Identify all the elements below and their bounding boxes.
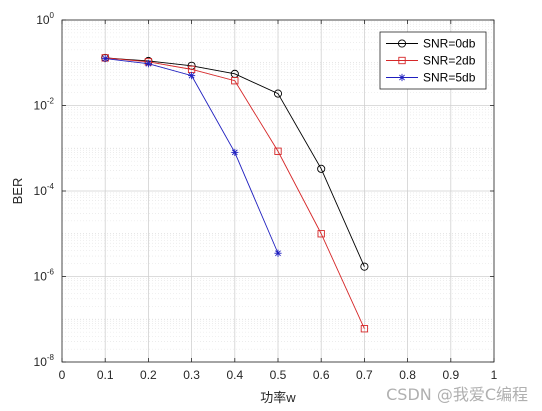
x-tick-label: 0.9 (442, 368, 459, 382)
data-point-square (398, 56, 406, 65)
x-tick-label: 1 (491, 368, 498, 382)
y-tick-exponent: -6 (47, 268, 55, 277)
y-tick-exponent: -2 (47, 97, 55, 106)
y-tick-exponent: -4 (47, 182, 55, 191)
x-tick-label: 0.8 (399, 368, 416, 382)
data-point-asterisk (231, 148, 239, 156)
x-tick-label: 0.6 (313, 368, 330, 382)
x-tick-label: 0.5 (270, 368, 287, 382)
data-point-circle (360, 262, 369, 271)
y-tick-exponent: -8 (47, 353, 55, 362)
legend-entry: SNR=5db (386, 71, 476, 85)
y-tick-label: 10-6 (34, 268, 55, 284)
x-tick-labels: 0 0.1 0.2 0.3 0.4 0.5 0.6 0.7 0.8 0.9 1 (59, 368, 498, 382)
data-point-asterisk (101, 55, 109, 63)
x-tick-label: 0.1 (97, 368, 114, 382)
watermark: CSDN @我爱C编程 (386, 385, 528, 404)
x-tick-label: 0.7 (356, 368, 373, 382)
x-tick-label: 0.2 (140, 368, 157, 382)
data-point-asterisk (188, 72, 196, 80)
x-tick-label: 0.4 (226, 368, 243, 382)
y-tick-label: 10-2 (34, 97, 55, 113)
y-tick-base: 10 (34, 270, 48, 284)
y-tick-label: 100 (36, 11, 54, 27)
axis-ticks (61, 19, 495, 363)
legend-label: SNR=2db (423, 54, 476, 68)
data-point-circle (317, 164, 326, 173)
y-axis-label: BER (10, 178, 25, 205)
series-snr-5db (101, 55, 282, 257)
data-point-asterisk (144, 60, 152, 68)
series-layer (101, 53, 369, 333)
legend-entry: SNR=2db (386, 54, 476, 68)
data-point-square (274, 147, 282, 155)
data-point-asterisk (398, 73, 406, 82)
data-point-circle (397, 39, 407, 48)
y-tick-base: 10 (34, 184, 48, 198)
y-tick-base: 10 (34, 99, 48, 113)
data-point-square (317, 230, 325, 238)
y-tick-base: 10 (34, 355, 48, 369)
y-tick-label: 10-4 (34, 182, 55, 198)
legend-label: SNR=5db (423, 71, 476, 85)
data-point-asterisk (274, 249, 282, 257)
legend-entry: SNR=0db (386, 37, 476, 51)
x-tick-label: 0.3 (183, 368, 200, 382)
x-tick-label: 0 (59, 368, 66, 382)
y-tick-base: 10 (36, 13, 50, 27)
legend: SNR=0db SNR=2db SNR=5db (379, 31, 487, 90)
y-tick-exponent: 0 (50, 11, 55, 20)
data-point-circle (273, 89, 283, 98)
y-tick-label: 10-8 (34, 353, 55, 369)
data-point-square (360, 325, 369, 333)
legend-label: SNR=0db (423, 37, 476, 51)
data-point-square (231, 77, 239, 85)
x-axis-label: 功率w (260, 390, 296, 405)
